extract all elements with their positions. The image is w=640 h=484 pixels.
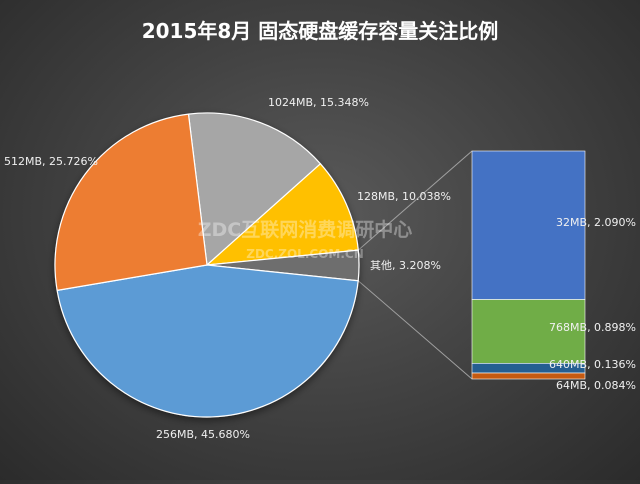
data-labels: 1024MB, 15.348% 128MB, 10.038% 其他, 3.208% 2… bbox=[4, 96, 636, 441]
watermark-sub: ZDC.ZOL.COM.CN bbox=[246, 247, 364, 261]
bar-segment bbox=[471, 372, 586, 380]
watermark: ZDC互联网消费调研中心 ZDC.ZOL.COM.CN bbox=[198, 218, 413, 261]
connector-line bbox=[357, 150, 473, 251]
slice-label: 128MB, 10.038% bbox=[357, 190, 451, 203]
breakdown-bar bbox=[471, 150, 586, 380]
pie-slice bbox=[56, 264, 359, 418]
connector-lines bbox=[357, 150, 473, 380]
slice-label: 1024MB, 15.348% bbox=[268, 96, 369, 109]
segment-label: 640MB, 0.136% bbox=[549, 358, 636, 371]
pie bbox=[54, 112, 360, 418]
chart-title: 2015年8月 固态硬盘缓存容量关注比例 bbox=[142, 19, 499, 43]
pie-slice bbox=[187, 112, 322, 267]
slice-label: 512MB, 25.726% bbox=[4, 155, 98, 168]
pie-slice bbox=[54, 113, 208, 292]
connector-line bbox=[357, 280, 473, 380]
bar-segment bbox=[471, 299, 586, 364]
pie-slice bbox=[205, 162, 359, 266]
bar-segment bbox=[471, 150, 586, 300]
segment-label: 768MB, 0.898% bbox=[549, 321, 636, 334]
watermark-main: ZDC互联网消费调研中心 bbox=[198, 218, 413, 241]
segment-label: 64MB, 0.084% bbox=[556, 379, 636, 392]
slice-label: 256MB, 45.680% bbox=[156, 428, 250, 441]
slice-label: 其他, 3.208% bbox=[370, 259, 441, 272]
segment-label: 32MB, 2.090% bbox=[556, 216, 636, 229]
